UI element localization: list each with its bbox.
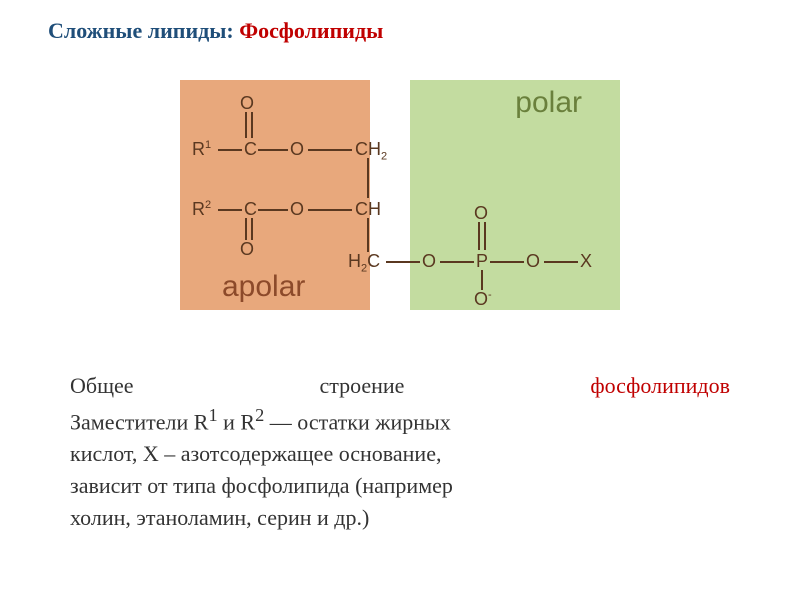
phospholipid-diagram: apolar polar R1 C O O CH2 R2 C O O CH H2…: [180, 80, 620, 310]
bond: [258, 149, 288, 151]
bond: [440, 261, 474, 263]
bond: [258, 209, 288, 211]
apolar-label: apolar: [222, 270, 305, 304]
atom-O-p-top: O: [474, 204, 488, 222]
bond: [386, 261, 420, 263]
atom-O-dbl1: O: [240, 94, 254, 112]
body-line: холин, этаноламин, серин и др.): [70, 502, 730, 534]
body-line: Заместители R: [70, 409, 208, 434]
title-part-1: Сложные липиды:: [48, 18, 239, 43]
bond: [544, 261, 578, 263]
title-part-2: Фосфолипиды: [239, 18, 383, 43]
bond: [218, 149, 242, 151]
atom-CH-mid: CH: [355, 200, 381, 218]
atom-C1: C: [244, 140, 257, 158]
atom-R2: R2: [192, 200, 211, 218]
body-line: кислот, Х – азотсодержащее основание,: [70, 438, 730, 470]
atom-R1: R1: [192, 140, 211, 158]
bond: [481, 270, 483, 290]
bond: [308, 209, 352, 211]
body-line: зависит от типа фосфолипида (например: [70, 470, 730, 502]
bond: [218, 209, 242, 211]
bond: [367, 158, 369, 198]
body-word: строение: [319, 370, 404, 402]
polar-label: polar: [515, 86, 582, 120]
body-word: Общее: [70, 370, 134, 402]
body-text: Общее строение фосфолипидов Заместители …: [70, 370, 730, 534]
bond: [490, 261, 524, 263]
bond: [367, 218, 369, 252]
atom-C2: C: [244, 200, 257, 218]
bond: [308, 149, 352, 151]
atom-X: X: [580, 252, 592, 270]
atom-CH2-top: CH2: [355, 140, 387, 163]
atom-O-mid2: O: [290, 200, 304, 218]
atom-O-dbl2: O: [240, 240, 254, 258]
atom-O-p-right: O: [526, 252, 540, 270]
atom-H2C: H2C: [348, 252, 380, 275]
slide-title: Сложные липиды: Фосфолипиды: [48, 18, 383, 44]
atom-O-p-left: O: [422, 252, 436, 270]
body-word-red: фосфолипидов: [590, 370, 730, 402]
atom-O-p-bot: O-: [474, 290, 492, 308]
atom-P: P: [476, 252, 488, 270]
atom-O-mid1: O: [290, 140, 304, 158]
